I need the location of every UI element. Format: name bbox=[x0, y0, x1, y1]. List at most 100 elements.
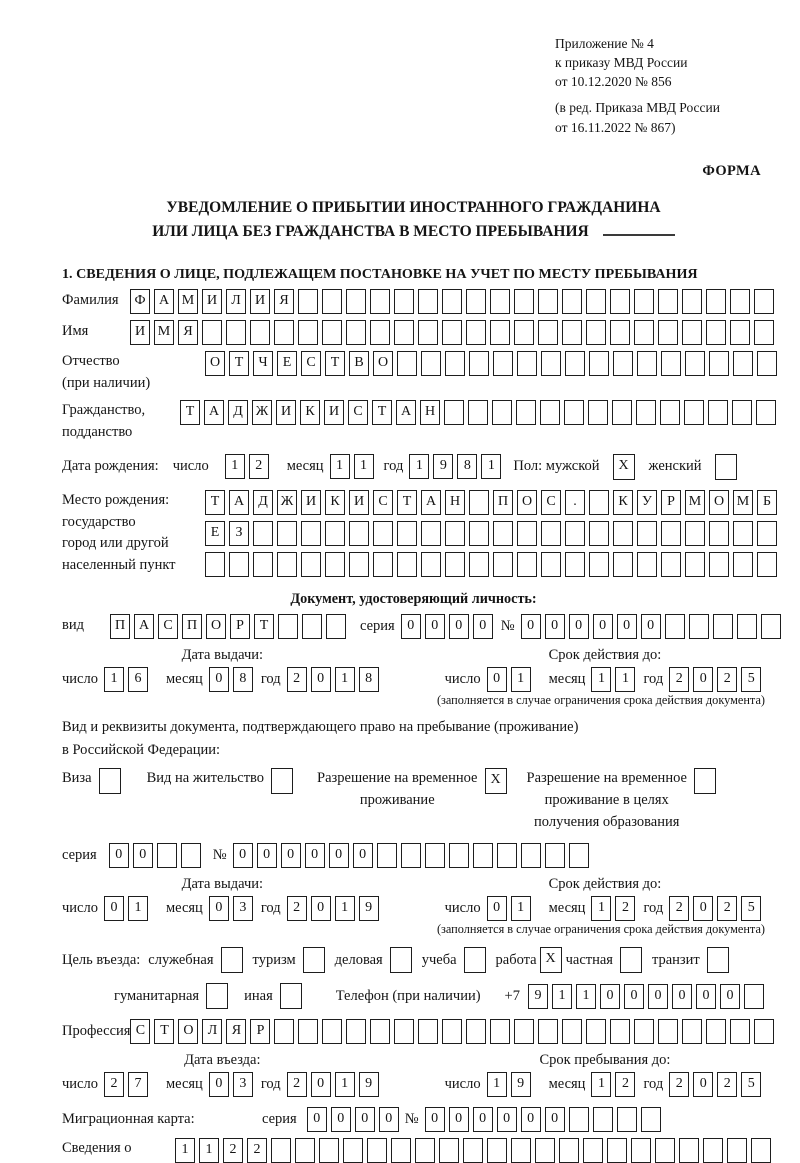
char-cell[interactable]: 0 bbox=[103, 896, 124, 922]
char-cell[interactable]: Е bbox=[277, 350, 297, 376]
char-cell[interactable] bbox=[343, 1138, 363, 1163]
char-cell[interactable]: 0 bbox=[472, 613, 493, 639]
char-cell[interactable]: 0 bbox=[448, 613, 469, 639]
char-cell[interactable] bbox=[565, 551, 585, 577]
char-cell[interactable]: 2 bbox=[286, 666, 307, 692]
char-cell[interactable] bbox=[298, 288, 318, 314]
char-cell[interactable] bbox=[346, 319, 366, 345]
char-cell[interactable] bbox=[538, 1019, 559, 1045]
char-cell[interactable]: К bbox=[613, 489, 633, 515]
char-cell[interactable]: 0 bbox=[304, 843, 325, 869]
char-cell[interactable]: У bbox=[637, 489, 657, 515]
char-cell[interactable]: 0 bbox=[424, 1107, 445, 1133]
char-cell[interactable] bbox=[655, 1138, 675, 1163]
char-cell[interactable] bbox=[730, 1019, 751, 1045]
char-cell[interactable] bbox=[295, 1138, 315, 1163]
char-cell[interactable] bbox=[637, 551, 657, 577]
char-cell[interactable]: 0 bbox=[378, 1107, 399, 1133]
char-cell[interactable] bbox=[610, 1019, 631, 1045]
char-cell[interactable] bbox=[706, 288, 726, 314]
char-cell[interactable] bbox=[298, 319, 318, 345]
sex-male-checkbox[interactable]: X bbox=[612, 453, 635, 480]
char-cell[interactable]: 0 bbox=[208, 1072, 229, 1098]
char-cell[interactable] bbox=[493, 551, 513, 577]
char-cell[interactable]: 0 bbox=[208, 896, 229, 922]
char-cell[interactable]: 0 bbox=[640, 613, 661, 639]
char-cell[interactable]: М bbox=[154, 319, 174, 345]
char-cell[interactable]: 0 bbox=[486, 666, 507, 692]
char-cell[interactable] bbox=[664, 613, 685, 639]
char-cell[interactable]: Н bbox=[445, 489, 465, 515]
char-cell[interactable] bbox=[658, 1019, 679, 1045]
char-cell[interactable]: О bbox=[709, 489, 729, 515]
char-cell[interactable]: Р bbox=[230, 613, 250, 639]
char-cell[interactable] bbox=[613, 350, 633, 376]
char-cell[interactable] bbox=[442, 288, 462, 314]
char-cell[interactable]: Ф bbox=[130, 288, 150, 314]
char-cell[interactable] bbox=[277, 520, 297, 546]
char-cell[interactable] bbox=[565, 520, 585, 546]
char-cell[interactable] bbox=[754, 288, 774, 314]
purpose-humanitarian-checkbox[interactable] bbox=[206, 983, 229, 1010]
char-cell[interactable]: 8 bbox=[232, 666, 253, 692]
char-cell[interactable] bbox=[493, 520, 513, 546]
char-cell[interactable]: 2 bbox=[286, 896, 307, 922]
char-cell[interactable] bbox=[637, 350, 657, 376]
char-cell[interactable]: 0 bbox=[647, 983, 668, 1009]
char-cell[interactable]: 2 bbox=[717, 666, 738, 692]
char-cell[interactable]: 0 bbox=[671, 983, 692, 1009]
char-cell[interactable] bbox=[367, 1138, 387, 1163]
char-cell[interactable] bbox=[706, 319, 726, 345]
char-cell[interactable] bbox=[517, 551, 537, 577]
char-cell[interactable] bbox=[589, 489, 609, 515]
char-cell[interactable] bbox=[586, 1019, 607, 1045]
char-cell[interactable] bbox=[589, 520, 609, 546]
char-cell[interactable]: 0 bbox=[448, 1107, 469, 1133]
char-cell[interactable] bbox=[751, 1138, 771, 1163]
char-cell[interactable]: 0 bbox=[208, 666, 229, 692]
char-cell[interactable]: И bbox=[349, 489, 369, 515]
char-cell[interactable]: О bbox=[205, 350, 225, 376]
char-cell[interactable]: 1 bbox=[409, 454, 430, 480]
purpose-tourism-checkbox[interactable] bbox=[302, 947, 325, 974]
char-cell[interactable] bbox=[562, 1019, 583, 1045]
char-cell[interactable]: И bbox=[202, 288, 222, 314]
sex-female-checkbox[interactable] bbox=[714, 453, 737, 480]
char-cell[interactable] bbox=[394, 1019, 415, 1045]
char-cell[interactable] bbox=[568, 843, 589, 869]
char-cell[interactable] bbox=[730, 319, 750, 345]
char-cell[interactable]: 0 bbox=[693, 1072, 714, 1098]
char-cell[interactable]: Ж bbox=[252, 400, 272, 426]
char-cell[interactable]: Л bbox=[226, 288, 246, 314]
char-cell[interactable]: П bbox=[110, 613, 130, 639]
char-cell[interactable] bbox=[520, 843, 541, 869]
char-cell[interactable] bbox=[730, 288, 750, 314]
char-cell[interactable]: 1 bbox=[615, 666, 636, 692]
purpose-study-checkbox[interactable] bbox=[463, 947, 486, 974]
char-cell[interactable] bbox=[322, 1019, 343, 1045]
char-cell[interactable]: Т bbox=[254, 613, 274, 639]
char-cell[interactable] bbox=[373, 551, 393, 577]
char-cell[interactable]: 1 bbox=[591, 896, 612, 922]
char-cell[interactable] bbox=[541, 350, 561, 376]
char-cell[interactable]: 9 bbox=[510, 1072, 531, 1098]
char-cell[interactable] bbox=[688, 613, 709, 639]
char-cell[interactable] bbox=[709, 350, 729, 376]
char-cell[interactable]: 0 bbox=[310, 1072, 331, 1098]
char-cell[interactable]: О bbox=[517, 489, 537, 515]
char-cell[interactable]: 0 bbox=[592, 613, 613, 639]
char-cell[interactable]: 9 bbox=[433, 454, 454, 480]
char-cell[interactable] bbox=[445, 520, 465, 546]
char-cell[interactable]: П bbox=[493, 489, 513, 515]
char-cell[interactable] bbox=[469, 520, 489, 546]
char-cell[interactable] bbox=[469, 551, 489, 577]
purpose-official-checkbox[interactable] bbox=[220, 947, 243, 974]
char-cell[interactable] bbox=[301, 520, 321, 546]
purpose-private-checkbox[interactable] bbox=[619, 947, 642, 974]
char-cell[interactable] bbox=[394, 288, 414, 314]
char-cell[interactable] bbox=[589, 350, 609, 376]
char-cell[interactable] bbox=[685, 551, 705, 577]
purpose-transit-checkbox[interactable] bbox=[706, 947, 729, 974]
char-cell[interactable] bbox=[517, 350, 537, 376]
char-cell[interactable] bbox=[733, 551, 753, 577]
